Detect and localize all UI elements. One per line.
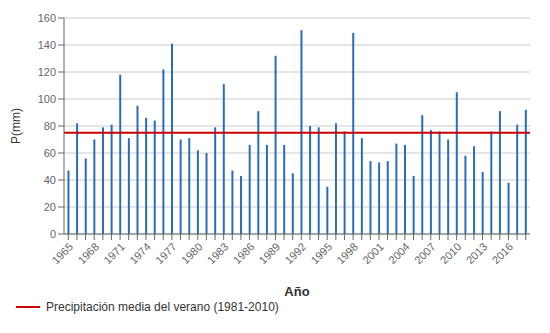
html-text:Precipitación media del verano: Precipitación media del verano (1981-201…: [46, 300, 279, 314]
svg-text:1977: 1977: [153, 240, 179, 266]
svg-text:0: 0: [50, 228, 56, 240]
svg-text:1980: 1980: [179, 240, 205, 266]
svg-text:1968: 1968: [75, 240, 101, 266]
svg-text:160: 160: [38, 12, 56, 24]
svg-text:1995: 1995: [308, 240, 334, 266]
svg-text:1971: 1971: [101, 240, 127, 266]
svg-text:80: 80: [44, 120, 56, 132]
svg-text:2010: 2010: [438, 240, 464, 266]
svg-text:1965: 1965: [49, 240, 75, 266]
svg-text:2016: 2016: [490, 240, 516, 266]
svg-text:P(mm): P(mm): [9, 108, 23, 144]
svg-text:2004: 2004: [386, 240, 412, 266]
svg-text:2013: 2013: [464, 240, 490, 266]
svg-text:60: 60: [44, 147, 56, 159]
svg-text:1983: 1983: [205, 240, 231, 266]
svg-text:120: 120: [38, 66, 56, 78]
svg-text:Año: Año: [284, 284, 309, 296]
svg-text:100: 100: [38, 93, 56, 105]
svg-text:40: 40: [44, 174, 56, 186]
svg-text:2001: 2001: [360, 240, 386, 266]
svg-text:1974: 1974: [127, 240, 153, 266]
svg-text:20: 20: [44, 201, 56, 213]
svg-text:1992: 1992: [282, 240, 308, 266]
svg-text:1989: 1989: [257, 240, 283, 266]
svg-text:1986: 1986: [231, 240, 257, 266]
svg-text:2007: 2007: [412, 240, 438, 266]
svg-text:1998: 1998: [334, 240, 360, 266]
svg-text:140: 140: [38, 39, 56, 51]
